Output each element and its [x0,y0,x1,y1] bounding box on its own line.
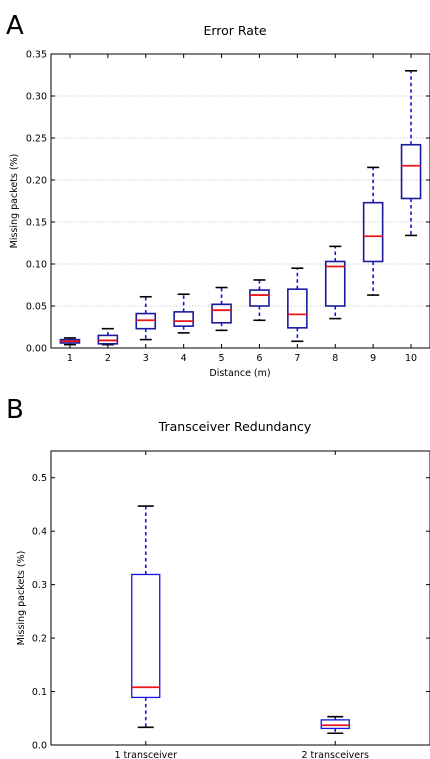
chart-b-frame [50,450,430,746]
chart-a-box-4 [173,293,194,334]
chart-a-box-body [211,303,232,324]
chart-a-xtick-label: 3 [143,353,149,364]
chart-a-title: Error Rate [203,23,266,38]
chart-a-xtick-label: 1 [67,353,73,364]
chart-a-ylabel: Missing packets (%) [9,154,20,249]
chart-a-ytick-label: 0.15 [26,218,47,229]
chart-a-box-body [400,143,422,200]
chart-a-box-body [287,288,308,329]
chart-a-box-body [173,311,194,327]
chart-b: 0.0 0.1 0.2 0.3 0.4 0.5 1 transceiver 2 transce… [32,450,430,759]
chart-b-ytick-label: 0.3 [32,580,47,591]
chart-a-xtick-label: 4 [181,353,187,364]
chart-a-xlabel: Distance (m) [209,368,270,379]
chart-a-box-2 [97,327,119,346]
chart-a-box-5 [211,286,232,332]
chart-a-xtick-label: 8 [332,353,338,364]
chart-a-box-6 [249,279,270,322]
chart-a-ytick-label: 0.25 [26,134,47,145]
chart-a-xtick-label: 6 [256,353,262,364]
chart-a-box-body [249,289,270,307]
chart-a-ytick-label: 0.05 [26,302,47,313]
chart-a-xtick-label: 5 [219,353,225,364]
chart-a-xtick-label: 10 [405,353,417,364]
chart-b-box-body [320,719,350,730]
chart-b-ytick-label: 0.2 [32,634,47,645]
chart-a-box-body [324,260,346,307]
chart-a-ytick-label: 0.35 [26,50,47,61]
chart-b-ytick-label: 0.1 [32,687,47,698]
chart-b-box-body [131,573,161,699]
chart-b-xtick-label: 2 transceivers [301,750,369,759]
chart-b-ylabel: Missing packets (%) [16,551,27,646]
chart-b-box-1 [131,505,161,729]
chart-a-box-9 [362,166,384,296]
chart-a-box-body [362,201,384,263]
panel-letter-a: A [6,11,24,41]
chart-b-ytick-label: 0.5 [32,473,47,484]
chart-a-ytick-label: 0.30 [26,92,47,103]
chart-a-ytick-label: 0.00 [26,344,47,355]
chart-b-box-2 [320,715,350,735]
chart-a-xtick-label: 7 [294,353,300,364]
chart-a-frame [50,53,430,349]
chart-a: 0.00 0.05 0.10 0.15 0.20 0.25 0.30 0.35 1 2 3 4 5 6 7 8… [26,50,430,364]
chart-a-ytick-label: 0.20 [26,176,47,187]
chart-a-xtick-label: 2 [105,353,111,364]
chart-b-xtick-label: 1 transceiver [114,750,177,759]
chart-b-title: Transceiver Redundancy [158,419,312,434]
panel-letter-b: B [6,395,24,425]
chart-a-xtick-label: 9 [370,353,376,364]
chart-a-box-3 [135,295,157,341]
chart-a-box-7 [287,267,308,343]
chart-b-ytick-label: 0.4 [32,527,47,538]
chart-a-ytick-label: 0.10 [26,260,47,271]
chart-a-box-1 [59,337,81,346]
chart-a-box-8 [324,245,346,320]
chart-b-ytick-label: 0.0 [32,741,47,752]
chart-a-box-10 [400,70,422,237]
